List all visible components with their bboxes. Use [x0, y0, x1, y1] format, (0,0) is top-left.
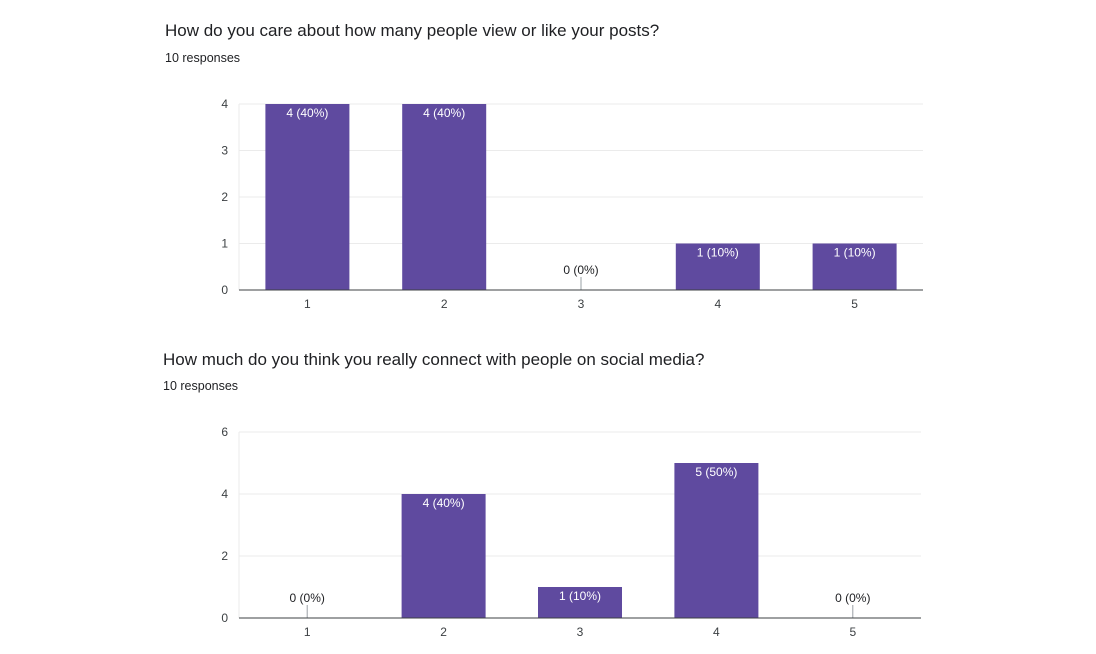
- chart-1-bar-5: [812, 243, 897, 290]
- chart-1-x-tick-label-3: 3: [578, 297, 585, 311]
- chart-2-data-label-2: 4 (40%): [423, 496, 465, 510]
- chart-2-x-tick-label-1: 1: [304, 625, 311, 639]
- chart-2-y-tick-label: 6: [221, 425, 228, 439]
- chart-2-data-label-4: 5 (50%): [695, 465, 737, 479]
- chart-1-y-tick-label: 0: [221, 283, 228, 297]
- chart-2-data-label-1: 0 (0%): [290, 591, 325, 605]
- chart-2-bar-3: [538, 587, 622, 618]
- chart-1-data-label-3: 0 (0%): [563, 263, 598, 277]
- chart-2-y-tick-label: 0: [221, 611, 228, 625]
- chart-2-data-label-3: 1 (10%): [559, 589, 601, 603]
- chart-1-data-label-5: 1 (10%): [834, 246, 876, 260]
- chart-1-bar-chart: 0 1 2 3 4 4 (40%) 1 4 (40%) 2 0 (0%) 3 1 (10%) 4 1 (1…: [221, 97, 923, 311]
- chart-2-x-tick-label-5: 5: [849, 625, 856, 639]
- chart-2-x-tick-label-3: 3: [577, 625, 584, 639]
- chart-1-x-tick-label-5: 5: [851, 297, 858, 311]
- chart-2-response-count: 10 responses: [163, 379, 239, 393]
- chart-1-data-label-4: 1 (10%): [697, 246, 739, 260]
- chart-1-title: How do you care about how many people vi…: [165, 21, 660, 40]
- chart-1-response-count: 10 responses: [165, 51, 241, 65]
- chart-2-title: How much do you think you really connect…: [163, 350, 705, 369]
- chart-2-x-tick-label-2: 2: [440, 625, 447, 639]
- chart-2-x-tick-label-4: 4: [713, 625, 720, 639]
- chart-2-y-tick-label: 4: [221, 487, 228, 501]
- chart-2-bar-4: [674, 463, 759, 618]
- chart-1-x-tick-label-2: 2: [441, 297, 448, 311]
- chart-1-data-label-2: 4 (40%): [423, 106, 465, 120]
- chart-2-data-label-5: 0 (0%): [835, 591, 870, 605]
- chart-1-bar-2: [402, 104, 487, 290]
- chart-1-y-tick-label: 2: [221, 190, 228, 204]
- chart-1-y-tick-label: 1: [221, 237, 228, 251]
- chart-1-x-tick-label-1: 1: [304, 297, 311, 311]
- chart-1-x-tick-label-4: 4: [714, 297, 721, 311]
- chart-1-bar-4: [675, 243, 760, 290]
- chart-1-y-tick-label: 4: [221, 97, 228, 111]
- chart-2-bar-2: [401, 494, 486, 618]
- chart-2-y-tick-label: 2: [221, 549, 228, 563]
- chart-1-y-tick-label: 3: [221, 144, 228, 158]
- chart-1-bar-1: [265, 104, 350, 290]
- chart-1-data-label-1: 4 (40%): [286, 106, 328, 120]
